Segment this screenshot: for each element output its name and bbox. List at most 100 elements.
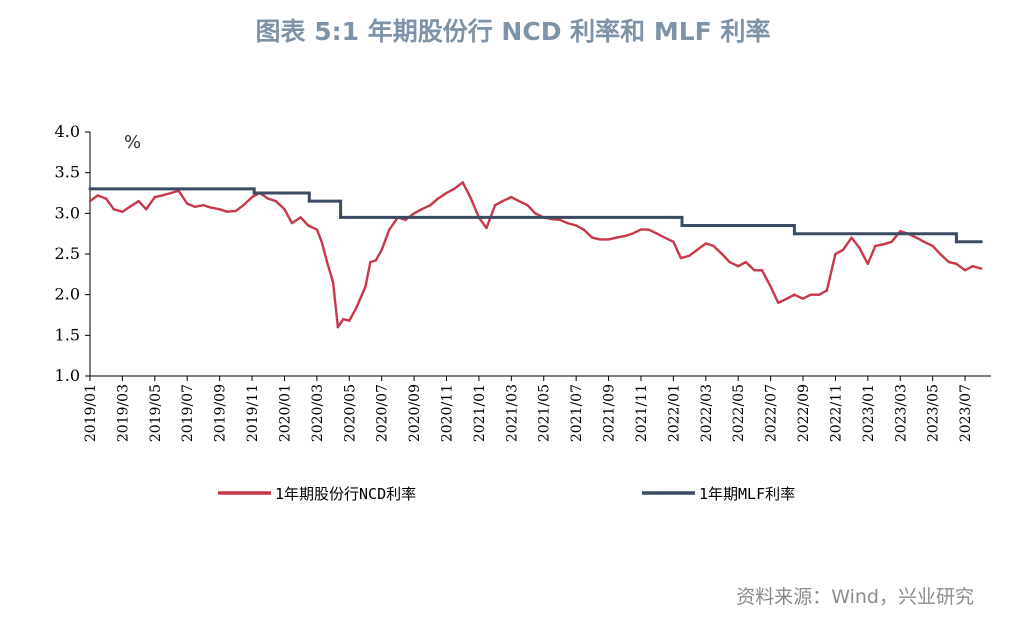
data-point-mlf [979, 240, 983, 244]
x-tick-label: 2020/03 [310, 384, 326, 442]
data-point-mlf [339, 215, 343, 219]
x-tick-label: 2023/05 [926, 384, 942, 442]
data-point-ncd [88, 199, 92, 203]
data-point-ncd [267, 197, 270, 200]
data-point-ncd [342, 317, 345, 321]
data-point-ncd [420, 208, 423, 211]
data-point-ncd [566, 221, 569, 225]
data-point-ncd [299, 216, 302, 219]
source-note: 资料来源：Wind，兴业研究 [736, 586, 974, 608]
x-tick-label: 2019/03 [115, 384, 131, 442]
data-point-ncd [493, 204, 497, 207]
data-point-mlf [252, 191, 256, 195]
data-point-mlf [88, 187, 92, 191]
data-point-ncd [242, 204, 245, 207]
data-point-ncd [963, 269, 967, 272]
data-point-ncd [404, 218, 407, 221]
data-point-ncd [485, 226, 488, 230]
data-point-ncd [922, 240, 926, 243]
x-tick-label: 2021/11 [634, 384, 650, 442]
data-point-ncd [452, 187, 456, 191]
x-tick-label: 2020/11 [440, 384, 456, 442]
data-point-ncd [325, 260, 329, 264]
data-point-ncd [947, 260, 951, 264]
data-point-ncd [760, 269, 764, 272]
data-point-ncd [980, 267, 983, 270]
data-point-ncd [320, 240, 323, 243]
data-point-ncd [704, 242, 707, 245]
data-point-ncd [307, 224, 310, 227]
data-point-ncd [663, 236, 666, 239]
data-point-ncd [501, 199, 504, 203]
x-tick-label: 2020/07 [375, 384, 391, 442]
chart-title: 图表 5:1 年期股份行 NCD 利率和 MLF 利率 [255, 17, 771, 46]
data-point-ncd [517, 199, 521, 203]
data-point-ncd [607, 238, 610, 241]
data-point-ncd [899, 230, 902, 233]
data-point-ncd [825, 289, 828, 292]
data-point-ncd [186, 202, 189, 205]
data-point-ncd [841, 248, 845, 252]
data-point-ncd [226, 210, 229, 213]
data-point-ncd [209, 206, 213, 209]
x-tick-label: 2019/09 [213, 384, 229, 442]
data-point-ncd [369, 260, 372, 264]
x-tick-label: 2020/09 [407, 384, 423, 442]
data-point-ncd [218, 208, 221, 211]
data-point-ncd [380, 248, 383, 252]
data-point-ncd [931, 244, 934, 248]
data-point-ncd [575, 224, 578, 227]
x-tick-label: 2023/07 [958, 384, 974, 442]
data-point-ncd [955, 262, 958, 265]
y-tick-label: 4.0 [55, 122, 80, 141]
data-point-mlf [954, 240, 958, 244]
y-tick-label: 3.0 [55, 203, 80, 222]
data-point-ncd [971, 265, 974, 268]
data-point-ncd [348, 319, 351, 322]
data-point-ncd [364, 285, 367, 288]
x-tick-label: 2022/01 [666, 384, 682, 442]
data-point-ncd [582, 228, 585, 231]
data-point-ncd [315, 228, 319, 231]
x-tick-label: 2019/07 [180, 384, 196, 442]
data-point-mlf [307, 199, 311, 203]
y-tick-label: 1.0 [55, 366, 80, 385]
data-point-ncd [874, 244, 877, 248]
y-tick-label: 2.5 [55, 244, 80, 263]
data-point-ncd [882, 243, 886, 246]
data-point-ncd [809, 293, 812, 296]
data-point-ncd [526, 204, 529, 207]
data-point-ncd [777, 301, 780, 304]
data-point-ncd [679, 256, 683, 260]
legend-label-mlf: 1年期MLF利率 [699, 485, 795, 503]
data-point-ncd [105, 197, 108, 200]
series-line-ncd [89, 181, 982, 329]
data-point-ncd [720, 252, 724, 256]
data-point-ncd [591, 236, 594, 239]
data-point-ncd [712, 244, 715, 248]
data-point-ncd [283, 208, 286, 211]
data-point-ncd [793, 293, 796, 296]
x-tick-label: 2020/05 [342, 384, 358, 442]
data-point-ncd [388, 228, 391, 231]
data-point-ncd [890, 240, 893, 243]
data-point-ncd [558, 218, 562, 221]
data-point-ncd [137, 199, 140, 203]
x-tick-label: 2021/07 [569, 384, 585, 442]
x-tick-label: 2020/01 [277, 384, 293, 442]
data-point-ncd [355, 305, 358, 309]
data-point-ncd [145, 208, 148, 211]
data-point-ncd [202, 204, 205, 207]
x-tick-label: 2019/01 [83, 384, 99, 442]
data-point-ncd [510, 195, 513, 199]
x-tick-label: 2021/05 [537, 384, 553, 442]
x-tick-label: 2022/05 [731, 384, 747, 442]
data-point-mlf [792, 232, 796, 236]
x-tick-label: 2021/01 [472, 384, 488, 442]
data-point-ncd [153, 195, 156, 199]
data-point-ncd [623, 234, 626, 238]
y-unit-label: % [124, 132, 141, 153]
data-point-ncd [631, 232, 634, 235]
data-point-ncd [429, 204, 432, 207]
